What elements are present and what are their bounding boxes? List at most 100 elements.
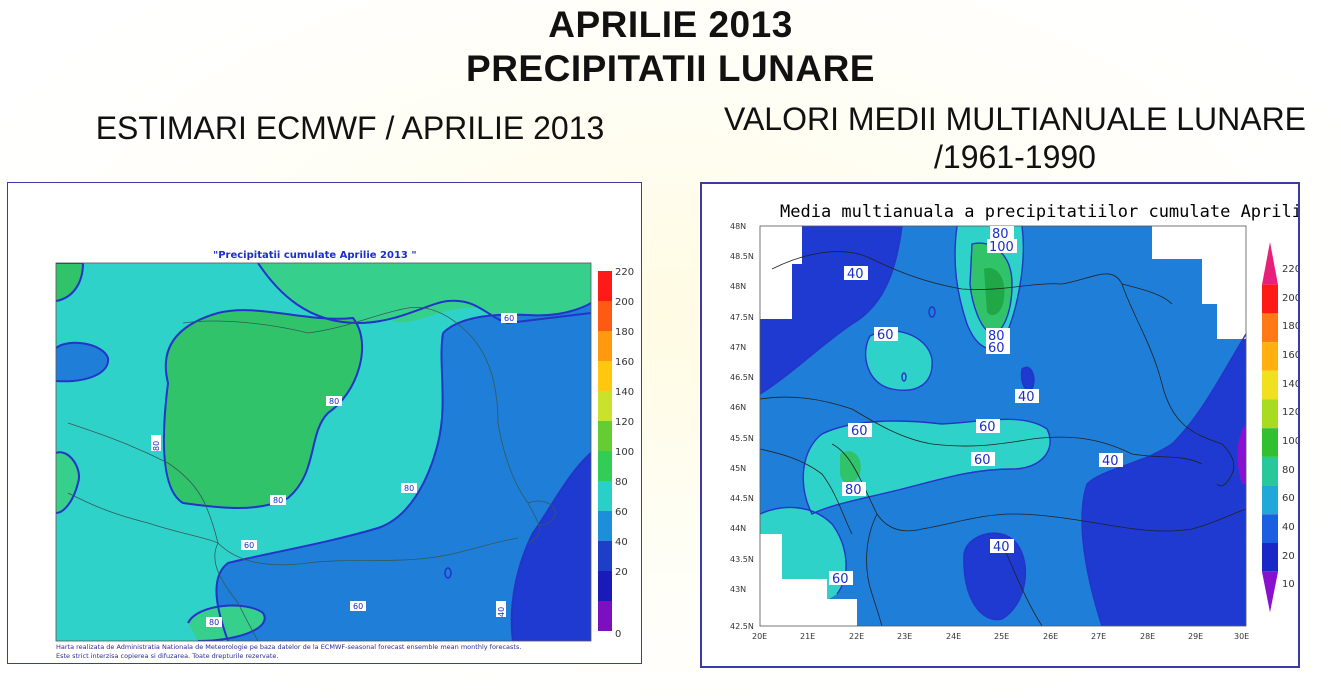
contour-label: 40: [847, 267, 864, 282]
colorbar-label: 60: [615, 507, 628, 518]
colorbar-label: 140: [615, 387, 634, 398]
page-title-subject: PRECIPITATII LUNARE: [466, 48, 875, 89]
right-heading-line2: /1961-1990: [934, 139, 1096, 175]
contour-label: 100: [989, 240, 1014, 255]
colorbar-label: 160: [615, 357, 634, 368]
colorbar-swatch: [598, 361, 612, 391]
climatology-colorbar: 220 200 180 160 140 120 100 80 60 40 20 …: [1262, 242, 1301, 613]
lon-tick: 23E: [897, 632, 912, 641]
lat-tick: 44.5N: [730, 494, 754, 503]
lat-tick: 45N: [730, 464, 746, 473]
lon-tick: 26E: [1043, 632, 1058, 641]
colorbar-label: 120: [615, 417, 634, 428]
contour-label: 60: [244, 541, 254, 550]
contour-label: 40: [497, 607, 506, 617]
colorbar-swatch: [1262, 313, 1278, 343]
colorbar-label: 160: [1282, 350, 1298, 361]
colorbar-label: 100: [1282, 436, 1298, 447]
ecmwf-map-title: "Precipitatii cumulate Aprilie 2013 ": [213, 250, 417, 261]
lat-tick: 43N: [730, 585, 746, 594]
colorbar-swatch: [1262, 571, 1278, 613]
contour-label: 80: [209, 618, 219, 627]
colorbar-swatch: [1262, 514, 1278, 543]
colorbar-swatch: [1262, 428, 1278, 457]
colorbar-swatch: [598, 421, 612, 451]
colorbar-swatch: [598, 271, 612, 301]
climatology-contour-labels: 80 100 40 60 80 60 40 60 60 60 80 40 40: [829, 226, 1123, 587]
colorbar-swatch: [598, 451, 612, 481]
contour-label: 60: [979, 420, 996, 435]
climatology-map: Media multianuala a precipitatiilor cumu…: [730, 202, 1312, 641]
colorbar-swatches: [598, 271, 612, 631]
colorbar-label: 140: [1282, 379, 1298, 390]
page-title-month: APRILIE 2013: [548, 4, 793, 45]
lon-tick: 30E: [1234, 632, 1249, 641]
colorbar-swatch: [1262, 543, 1278, 572]
contour-label: 60: [974, 453, 991, 468]
colorbar-label: 60: [1282, 493, 1295, 504]
colorbar-swatch: [598, 481, 612, 511]
ecmwf-forecast-map: "Precipitatii cumulate Aprilie 2013 ": [55, 250, 634, 660]
contour-label: 60: [851, 424, 868, 439]
contour-label: 60: [353, 602, 363, 611]
climatology-precip-field: [760, 226, 1246, 626]
lon-tick: 27E: [1091, 632, 1106, 641]
ecmwf-forecast-map-panel: "Precipitatii cumulate Aprilie 2013 ": [7, 182, 642, 664]
colorbar-swatch: [1262, 242, 1278, 285]
colorbar-swatch: [598, 331, 612, 361]
lat-tick: 46N: [730, 403, 746, 412]
longitude-axis: 20E 21E 22E 23E 24E 25E 26E 27E 28E 29E …: [752, 632, 1249, 641]
contour-label: 60: [988, 341, 1005, 356]
colorbar-label: 40: [1282, 522, 1295, 533]
colorbar-label: 80: [1282, 465, 1295, 476]
colorbar-swatch: [598, 511, 612, 541]
lat-tick: 48N: [730, 222, 746, 231]
colorbar-label: 200: [615, 297, 634, 308]
colorbar-label: 200: [1282, 293, 1298, 304]
colorbar-swatch: [1262, 284, 1278, 314]
contour-label: 80: [152, 441, 161, 451]
contour-label: 40: [993, 540, 1010, 555]
colorbar-label: 220: [1282, 264, 1298, 275]
lat-tick: 47.5N: [730, 313, 754, 322]
colorbar-label: 180: [1282, 321, 1298, 332]
ecmwf-footnote-line2: Este strict interzisa copierea si difuza…: [56, 652, 279, 660]
lon-tick: 29E: [1188, 632, 1203, 641]
contour-label: 80: [845, 483, 862, 498]
contour-label: 80: [273, 496, 283, 505]
lat-tick: 48.5N: [730, 252, 754, 261]
colorbar-swatch: [598, 541, 612, 571]
lon-tick: 20E: [752, 632, 767, 641]
colorbar-label: 220: [615, 267, 634, 278]
colorbar-swatches: [1262, 242, 1278, 613]
colorbar-swatch: [598, 571, 612, 601]
lat-tick: 44N: [730, 524, 746, 533]
lat-tick: 48N: [730, 282, 746, 291]
colorbar-label: 20: [615, 567, 628, 578]
climatology-map-title: Media multianuala a precipitatiilor cumu…: [780, 202, 1298, 222]
contour-label: 60: [877, 328, 894, 343]
contour-label: 80: [329, 397, 339, 406]
colorbar-label: 0: [615, 629, 621, 640]
lon-tick: 28E: [1140, 632, 1155, 641]
ecmwf-precip-field: [56, 263, 591, 641]
lon-tick: 25E: [994, 632, 1009, 641]
colorbar-label: 20: [1282, 551, 1295, 562]
colorbar-label: 80: [615, 477, 628, 488]
colorbar-label: 100: [615, 447, 634, 458]
colorbar-swatch: [1262, 485, 1278, 515]
colorbar-swatch: [1262, 342, 1278, 371]
ecmwf-contour-labels: 60 80 80 80 80 60 60 80 40: [151, 313, 517, 627]
colorbar-label: 40: [615, 537, 628, 548]
lat-tick: 43.5N: [730, 555, 754, 564]
ecmwf-footnote-line1: Harta realizata de Administratia Nationa…: [56, 643, 521, 651]
lon-tick: 24E: [946, 632, 961, 641]
contour-label: 40: [1018, 390, 1035, 405]
lat-tick: 45.5N: [730, 434, 754, 443]
lon-tick: 22E: [849, 632, 864, 641]
right-panel-heading: VALORI MEDII MULTIANUALE LUNARE /1961-19…: [690, 100, 1340, 176]
latitude-axis: 48N 48.5N 48N 47.5N 47N 46.5N 46N 45.5N …: [730, 222, 754, 631]
lat-tick: 46.5N: [730, 373, 754, 382]
colorbar-label: 180: [615, 327, 634, 338]
colorbar-swatch: [1262, 399, 1278, 429]
